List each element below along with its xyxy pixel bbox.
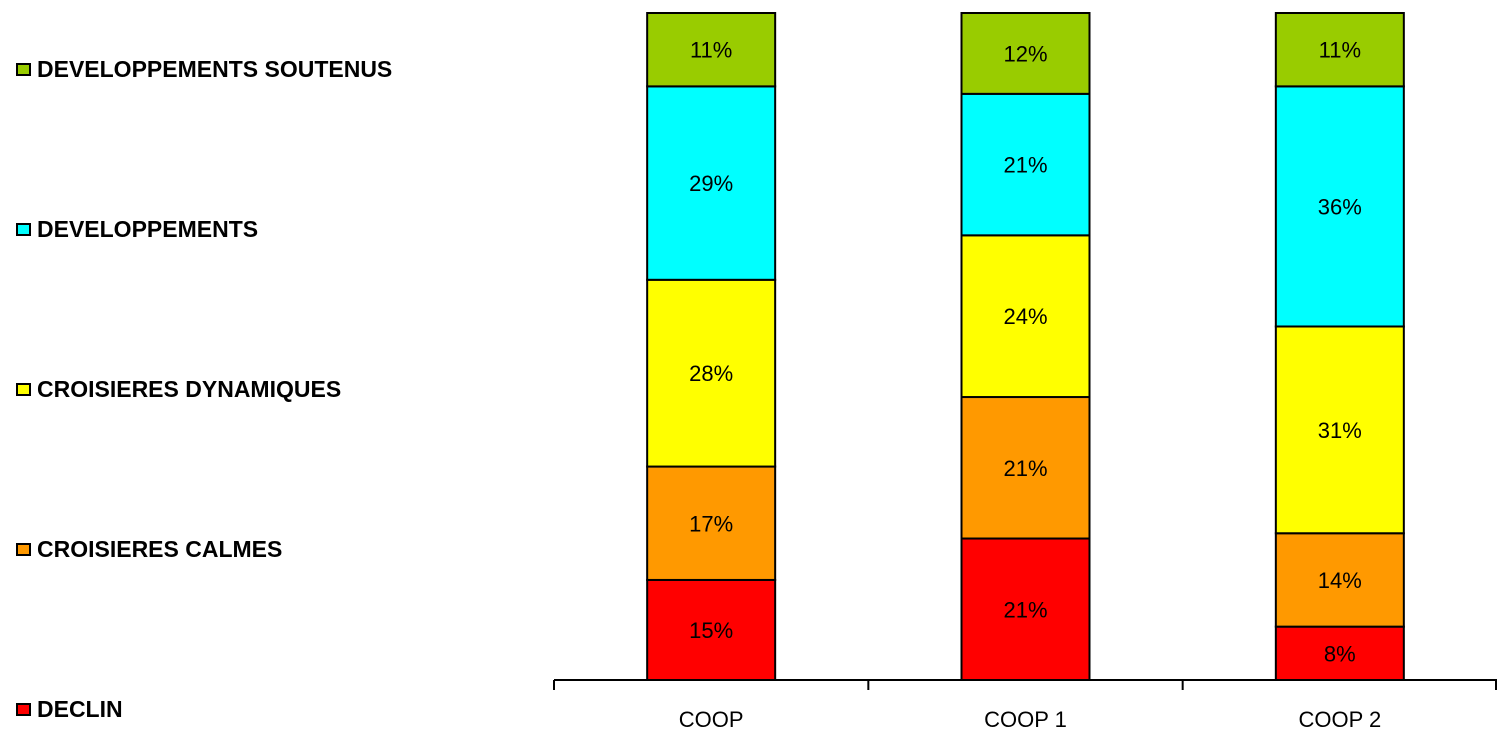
data-label: 12% <box>1003 41 1047 66</box>
legend-swatch <box>16 542 31 556</box>
data-label: 29% <box>689 171 733 196</box>
bar-segment <box>646 465 777 581</box>
legend-label: DEVELOPPEMENTS SOUTENUS <box>37 55 393 82</box>
data-label: 21% <box>1003 456 1047 481</box>
legend-swatch <box>16 382 31 396</box>
bar-segment <box>646 278 777 468</box>
bar-segment <box>960 396 1091 540</box>
data-label: 31% <box>1318 418 1362 443</box>
legend-swatch <box>16 222 31 236</box>
legend-item: DEVELOPPEMENTS SOUTENUS <box>16 54 392 84</box>
legend-item: DECLIN <box>16 694 123 724</box>
data-label: 21% <box>1003 153 1047 178</box>
x-tick-label: COOP <box>679 707 744 730</box>
bar-segment <box>960 12 1091 95</box>
legend: DEVELOPPEMENTS SOUTENUS DEVELOPPEMENTS CRO… <box>0 0 520 730</box>
legend-label: DECLIN <box>37 695 123 722</box>
bar-segment <box>960 537 1091 681</box>
bar-segment <box>646 12 777 88</box>
data-label: 11% <box>1319 38 1361 63</box>
bar-segment <box>1274 625 1405 682</box>
data-label: 17% <box>689 511 733 536</box>
x-tick-label: COOP 2 <box>1298 707 1381 730</box>
legend-label: CROISIERES DYNAMIQUES <box>37 375 342 402</box>
data-label: 21% <box>1003 597 1047 622</box>
data-label: 14% <box>1318 568 1362 593</box>
legend-item: CROISIERES DYNAMIQUES <box>16 374 341 404</box>
legend-swatch <box>16 62 31 76</box>
legend-swatch <box>16 702 31 716</box>
legend-item: DEVELOPPEMENTS <box>16 214 258 244</box>
bar-segment <box>960 92 1091 237</box>
data-label: 24% <box>1003 304 1047 329</box>
data-label: 15% <box>689 618 733 643</box>
legend-label: CROISIERES CALMES <box>37 535 283 562</box>
bar-segment <box>1274 85 1405 328</box>
bar-segment <box>1274 325 1405 535</box>
data-label: 8% <box>1324 641 1356 666</box>
data-label: 28% <box>689 361 733 386</box>
bar-segment <box>646 578 777 682</box>
legend-label: DEVELOPPEMENTS <box>37 215 259 242</box>
bar-segment <box>1274 532 1405 628</box>
data-label: 36% <box>1318 194 1362 219</box>
x-tick-label: COOP 1 <box>984 707 1067 730</box>
bar-segment <box>1274 12 1405 88</box>
data-label: 11% <box>690 38 732 63</box>
legend-item: CROISIERES CALMES <box>16 534 282 564</box>
